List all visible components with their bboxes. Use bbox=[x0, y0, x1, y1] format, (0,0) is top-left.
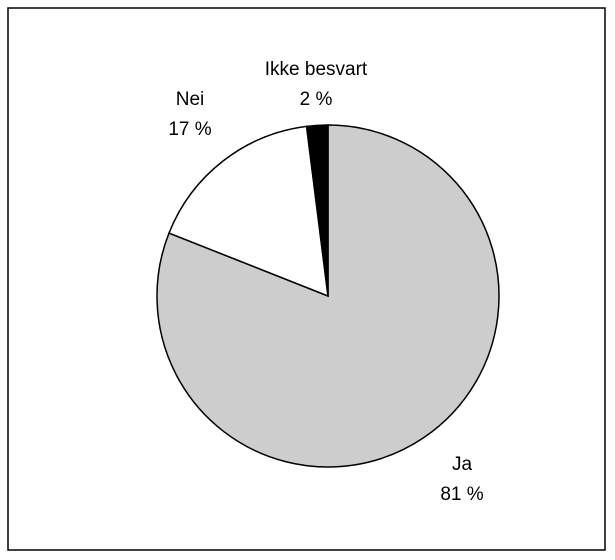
slice-label: Nei bbox=[176, 89, 205, 110]
slice-label: Ikke besvart bbox=[265, 59, 368, 80]
pie-slice bbox=[156, 124, 500, 468]
slice-value-label: 2 % bbox=[300, 89, 333, 110]
slice-value-label: 17 % bbox=[168, 119, 211, 140]
slice-label: Ja bbox=[452, 454, 473, 475]
pie-slice bbox=[305, 124, 329, 297]
pie-slice bbox=[168, 125, 329, 298]
slice-value-label: 81 % bbox=[440, 484, 483, 505]
